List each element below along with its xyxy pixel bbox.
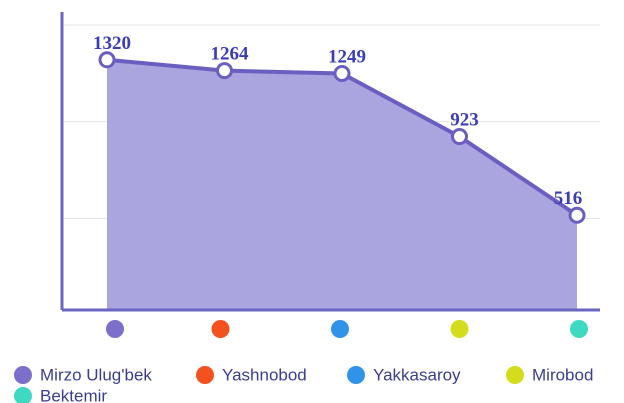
area bbox=[107, 59, 577, 310]
legend-label: Bektemir bbox=[40, 386, 107, 403]
category-dot bbox=[106, 320, 124, 338]
legend-label: Yakkasaroy bbox=[373, 365, 461, 384]
data-label: 923 bbox=[450, 110, 479, 131]
category-dot bbox=[211, 320, 230, 338]
point bbox=[216, 62, 233, 80]
point bbox=[451, 128, 468, 146]
legend-marker bbox=[506, 366, 524, 384]
data-label: 1320 bbox=[93, 33, 131, 54]
legend-marker bbox=[347, 366, 365, 384]
point bbox=[333, 65, 351, 83]
legend-marker bbox=[14, 366, 32, 384]
legend-marker bbox=[14, 387, 32, 403]
data-label: 516 bbox=[554, 188, 583, 209]
data-label: 1264 bbox=[211, 44, 250, 65]
legend-label: Yashnobod bbox=[222, 365, 307, 384]
point bbox=[98, 51, 116, 69]
category-dot bbox=[450, 320, 469, 338]
legend-marker bbox=[196, 366, 214, 384]
category-dot bbox=[331, 320, 349, 338]
data-label: 1249 bbox=[328, 47, 366, 68]
legend-label: Mirzo Ulug'bek bbox=[40, 365, 152, 384]
category-dot bbox=[570, 320, 588, 338]
legend-label: Mirobod bbox=[532, 365, 593, 384]
point bbox=[568, 206, 586, 224]
